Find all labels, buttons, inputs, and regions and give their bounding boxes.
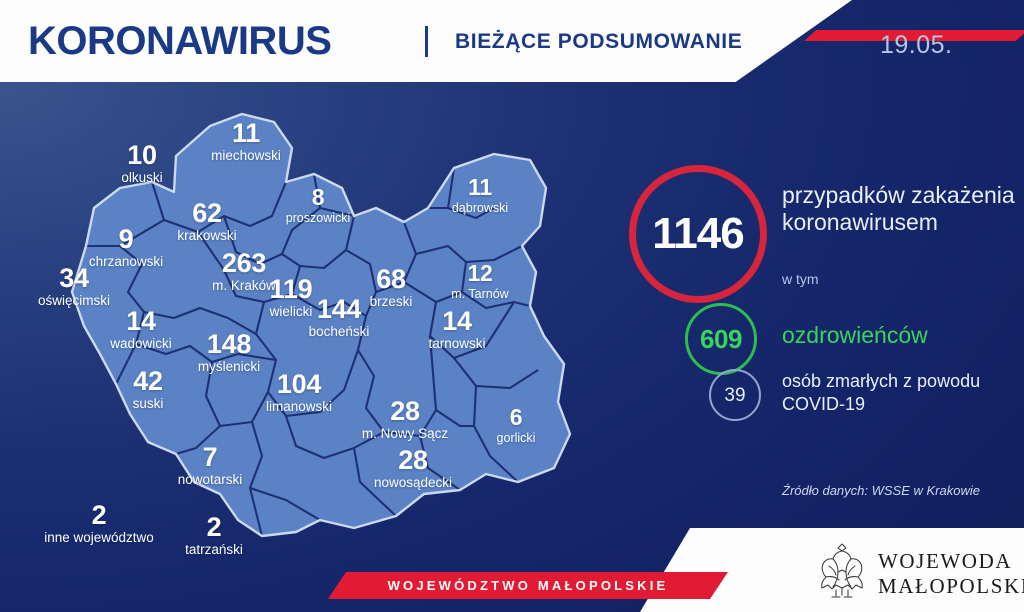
map-label-name: limanowski bbox=[265, 399, 333, 414]
map-label-value: 144 bbox=[316, 294, 362, 324]
map-label-name: olkuski bbox=[121, 170, 163, 185]
data-source-note: Źródło danych: WSSE w Krakowie bbox=[782, 483, 980, 498]
map-label-my-lenicki: 148 myślenicki bbox=[198, 331, 260, 375]
map-county-borders bbox=[86, 155, 539, 537]
map-label-name: chrzanowski bbox=[88, 254, 164, 269]
map-label-name: bocheński bbox=[308, 324, 370, 339]
recovered-label: ozdrowieńców bbox=[782, 322, 928, 348]
map-label-boche-ski: 144 bocheński bbox=[309, 296, 370, 340]
map-label-value: 12 bbox=[467, 260, 493, 286]
map-label-value: 104 bbox=[276, 369, 322, 399]
map-label-name: nowosądecki bbox=[373, 475, 453, 490]
within-label: w tym bbox=[782, 271, 819, 287]
map-label-name: m. Kraków bbox=[212, 278, 276, 293]
map-label-value: 28 bbox=[390, 396, 420, 426]
deaths-ring: 39 bbox=[709, 369, 761, 421]
region-banner-label: WOJEWÓDZTWO MAŁOPOLSKIE bbox=[387, 578, 669, 593]
map-label-value: 263 bbox=[221, 248, 267, 278]
map-label-inne-wojew-dztwo: 2 inne województwo bbox=[44, 502, 154, 546]
map-label-value: 42 bbox=[133, 366, 163, 396]
header-date: 19.05. bbox=[880, 31, 953, 59]
map-label-value: 10 bbox=[127, 140, 157, 170]
header-subtitle: BIEŻĄCE PODSUMOWANIE bbox=[455, 30, 743, 53]
map-label-name: krakowski bbox=[177, 228, 237, 243]
map-label-value: 68 bbox=[376, 264, 406, 294]
map-label-name: proszowicki bbox=[285, 211, 351, 225]
region-banner: WOJEWÓDZTWO MAŁOPOLSKIE bbox=[328, 572, 728, 599]
map-label-suski: 42 suski bbox=[133, 368, 164, 412]
map-label-name: oświęcimski bbox=[37, 293, 111, 308]
map-label-name: m. Nowy Sącz bbox=[361, 426, 449, 441]
map-label-d-browski: 11 dąbrowski bbox=[452, 176, 508, 216]
map-label-nowos-decki: 28 nowosądecki bbox=[374, 447, 452, 491]
cases-value: 1146 bbox=[652, 209, 744, 258]
deaths-label: osób zmarłych z powodu COVID-19 bbox=[782, 371, 981, 414]
map-label-brzeski: 68 brzeski bbox=[370, 266, 413, 310]
recovered-ring: 609 bbox=[685, 303, 757, 375]
map-label-value: 8 bbox=[311, 184, 325, 210]
page-title: KORONAWIRUS bbox=[28, 19, 332, 63]
map-label-tarnowski: 14 tarnowski bbox=[428, 308, 485, 352]
map-label-value: 28 bbox=[398, 445, 428, 475]
map-label-name: myślenicki bbox=[197, 359, 261, 374]
cases-ring: 1146 bbox=[629, 165, 767, 303]
map-label-tatrza-ski: 2 tatrzański bbox=[185, 514, 243, 558]
map-label-krakowski: 62 krakowski bbox=[177, 200, 236, 244]
footer-org-line1: WOJEWODA bbox=[878, 549, 1013, 573]
footer-organization: WOJEWODA MAŁOPOLSKI bbox=[878, 549, 1024, 599]
header-red-accent-bar bbox=[804, 30, 1024, 41]
map-label-name: wadowicki bbox=[110, 336, 172, 351]
deaths-value: 39 bbox=[724, 384, 746, 406]
map-label-proszowicki: 8 proszowicki bbox=[286, 186, 351, 226]
footer-org-line2: MAŁOPOLSKI bbox=[878, 574, 1024, 598]
map-label-value: 6 bbox=[509, 404, 523, 430]
map-label-value: 11 bbox=[468, 174, 492, 200]
map-label-value: 62 bbox=[192, 198, 222, 228]
map-label-value: 14 bbox=[442, 306, 472, 336]
map-label-name: gorlicki bbox=[496, 431, 536, 445]
map-label-miechowski: 11 miechowski bbox=[211, 120, 281, 164]
map-label-wadowicki: 14 wadowicki bbox=[110, 308, 172, 352]
map-label-value: 11 bbox=[232, 118, 260, 148]
map-label-nowotarski: 7 nowotarski bbox=[178, 444, 243, 488]
map-label-limanowski: 104 limanowski bbox=[266, 371, 332, 415]
map-label-value: 2 bbox=[206, 512, 222, 542]
map-label-m-krak-w: 263 m. Kraków bbox=[212, 250, 276, 294]
map-label-name: brzeski bbox=[369, 294, 413, 309]
header-band: KORONAWIRUS BIEŻĄCE PODSUMOWANIE 19.05. bbox=[0, 0, 1024, 82]
map-label-name: wielicki bbox=[269, 304, 313, 319]
map-label-name: inne województwo bbox=[44, 530, 154, 545]
map-label-value: 7 bbox=[202, 442, 218, 472]
map-label-value: 119 bbox=[269, 274, 313, 304]
cases-label: przypadków zakażenia koronawirusem bbox=[782, 182, 1015, 235]
map-label-name: tarnowski bbox=[428, 336, 486, 351]
map-label-m-tarn-w: 12 m. Tarnów bbox=[451, 262, 508, 302]
map-label-olkuski: 10 olkuski bbox=[121, 142, 162, 186]
polish-eagle-emblem-icon bbox=[821, 543, 863, 598]
map-label-name: dąbrowski bbox=[451, 201, 509, 215]
map-label-name: tatrzański bbox=[185, 542, 243, 557]
map-label-chrzanowski: 9 chrzanowski bbox=[89, 226, 163, 270]
recovered-value: 609 bbox=[700, 324, 742, 354]
map-label-value: 148 bbox=[206, 329, 252, 359]
map-label-wielicki: 119 wielicki bbox=[270, 276, 313, 320]
map-label-value: 34 bbox=[59, 263, 89, 293]
map-label-gorlicki: 6 gorlicki bbox=[497, 406, 536, 446]
map-outer-outline bbox=[70, 112, 572, 538]
title-separator bbox=[425, 26, 428, 57]
malopolska-county-map: 10 olkuski 11 miechowski 8 proszowicki 11 dąbro… bbox=[24, 96, 604, 566]
map-label-name: suski bbox=[132, 396, 164, 411]
map-label-name: nowotarski bbox=[177, 472, 243, 487]
map-label-o-wi-cimski: 34 oświęcimski bbox=[38, 265, 110, 309]
map-svg bbox=[70, 112, 572, 538]
map-label-name: miechowski bbox=[211, 148, 281, 163]
map-label-value: 2 bbox=[91, 500, 107, 530]
map-label-value: 14 bbox=[126, 306, 156, 336]
map-label-value: 9 bbox=[118, 224, 134, 254]
map-label-name: m. Tarnów bbox=[451, 287, 509, 301]
map-label-m-nowy-s-cz: 28 m. Nowy Sącz bbox=[362, 398, 448, 442]
